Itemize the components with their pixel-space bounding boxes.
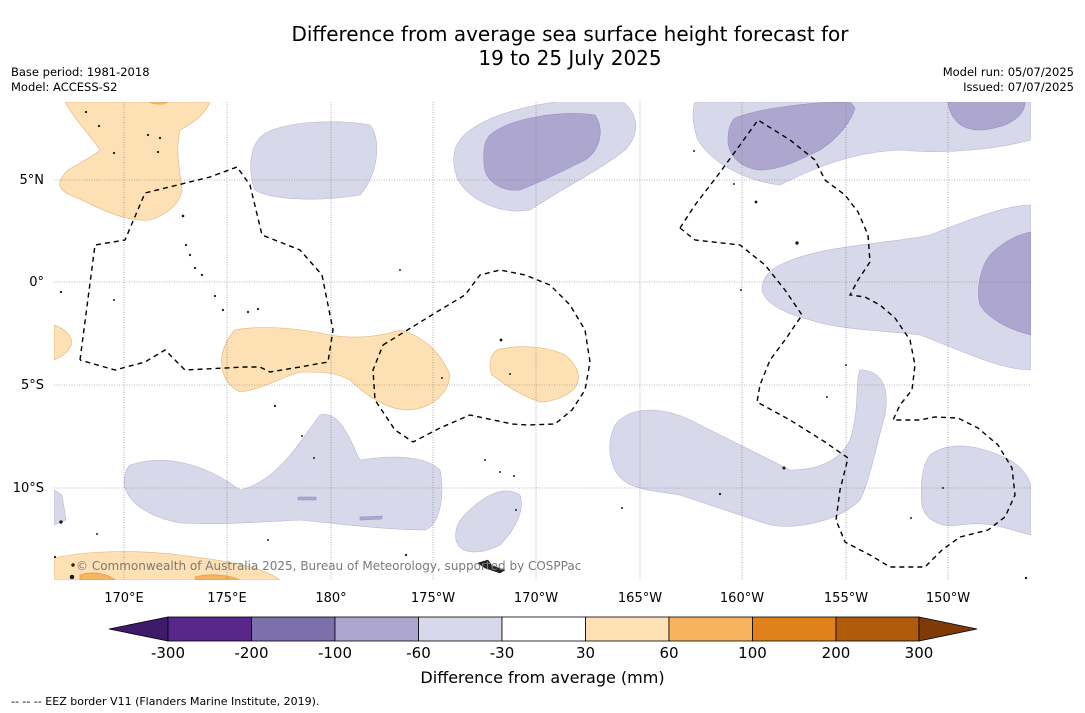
colorbar-tick: -300 bbox=[151, 644, 185, 662]
lon-label-175w: 175°W bbox=[411, 591, 455, 606]
colorbar-tick: -30 bbox=[490, 644, 515, 662]
colorbar-extend-high bbox=[918, 616, 978, 642]
issued-date: Issued: 07/07/2025 bbox=[963, 80, 1074, 94]
colorbar-segment bbox=[167, 616, 252, 642]
map-title: Difference from average sea surface heig… bbox=[0, 22, 1085, 70]
lon-label-155w: 155°W bbox=[824, 591, 868, 606]
lon-label-180: 180° bbox=[315, 591, 346, 606]
colorbar-segment bbox=[334, 616, 419, 642]
lon-label-170w: 170°W bbox=[514, 591, 558, 606]
title-line-2: 19 to 25 July 2025 bbox=[478, 46, 662, 70]
colorbar-tick: 200 bbox=[822, 644, 851, 662]
colorbar-tick: 100 bbox=[738, 644, 767, 662]
colorbar-segment bbox=[752, 616, 837, 642]
base-period: Base period: 1981-2018 bbox=[11, 65, 150, 79]
latitude-labels: 5°N 0° 5°S 10°S bbox=[13, 173, 44, 496]
islands bbox=[54, 110, 1028, 580]
colorbar-tick: 60 bbox=[659, 644, 678, 662]
lat-label-5n: 5°N bbox=[20, 173, 45, 188]
model-info: Base period: 1981-2018 Model: ACCESS-S2 bbox=[11, 65, 150, 95]
lon-label-150w: 150°W bbox=[926, 591, 970, 606]
colorbar-tick: -100 bbox=[318, 644, 352, 662]
colorbar-segment bbox=[251, 616, 336, 642]
map-panel bbox=[54, 102, 1031, 580]
gridlines bbox=[54, 102, 1031, 580]
eez-footnote: -- -- -- EEZ border V11 (Flanders Marine… bbox=[11, 695, 320, 708]
colorbar-segment bbox=[835, 616, 920, 642]
colorbar-tick: -60 bbox=[406, 644, 431, 662]
colorbar-tick: -200 bbox=[234, 644, 268, 662]
strong-negative-anomaly-fields bbox=[297, 102, 1031, 521]
lat-label-5s: 5°S bbox=[21, 378, 44, 393]
colorbar-title: Difference from average (mm) bbox=[420, 668, 665, 687]
run-info: Model run: 05/07/2025 Issued: 07/07/2025 bbox=[943, 65, 1074, 95]
longitude-labels: 170°E 175°E 180° 175°W 170°W 165°W 160°W… bbox=[104, 591, 970, 606]
eez-borders bbox=[79, 119, 1016, 568]
lat-label-equator: 0° bbox=[29, 275, 44, 290]
lat-label-10s: 10°S bbox=[13, 481, 44, 496]
colorbar-tick: 300 bbox=[905, 644, 934, 662]
lon-label-165w: 165°W bbox=[618, 591, 662, 606]
lon-label-160w: 160°W bbox=[720, 591, 764, 606]
model-name: Model: ACCESS-S2 bbox=[11, 80, 118, 94]
colorbar-segment bbox=[501, 616, 586, 642]
colorbar-ticks: -300 -200 -100 -60 -30 30 60 100 200 300 bbox=[151, 644, 933, 662]
colorbar-extend-low bbox=[108, 616, 169, 642]
colorbar-segment bbox=[585, 616, 670, 642]
colorbar bbox=[108, 616, 978, 642]
colorbar-tick: 30 bbox=[576, 644, 595, 662]
strong-positive-anomaly-fields bbox=[79, 572, 241, 580]
title-line-1: Difference from average sea surface heig… bbox=[291, 22, 849, 46]
copyright-notice: © Commonwealth of Australia 2025, Bureau… bbox=[76, 559, 581, 573]
colorbar-segment bbox=[418, 616, 503, 642]
lon-label-170e: 170°E bbox=[104, 591, 144, 606]
model-run-date: Model run: 05/07/2025 bbox=[942, 65, 1074, 79]
positive-anomaly-fields bbox=[54, 102, 579, 580]
lon-label-175e: 175°E bbox=[207, 591, 247, 606]
colorbar-segment bbox=[668, 616, 753, 642]
